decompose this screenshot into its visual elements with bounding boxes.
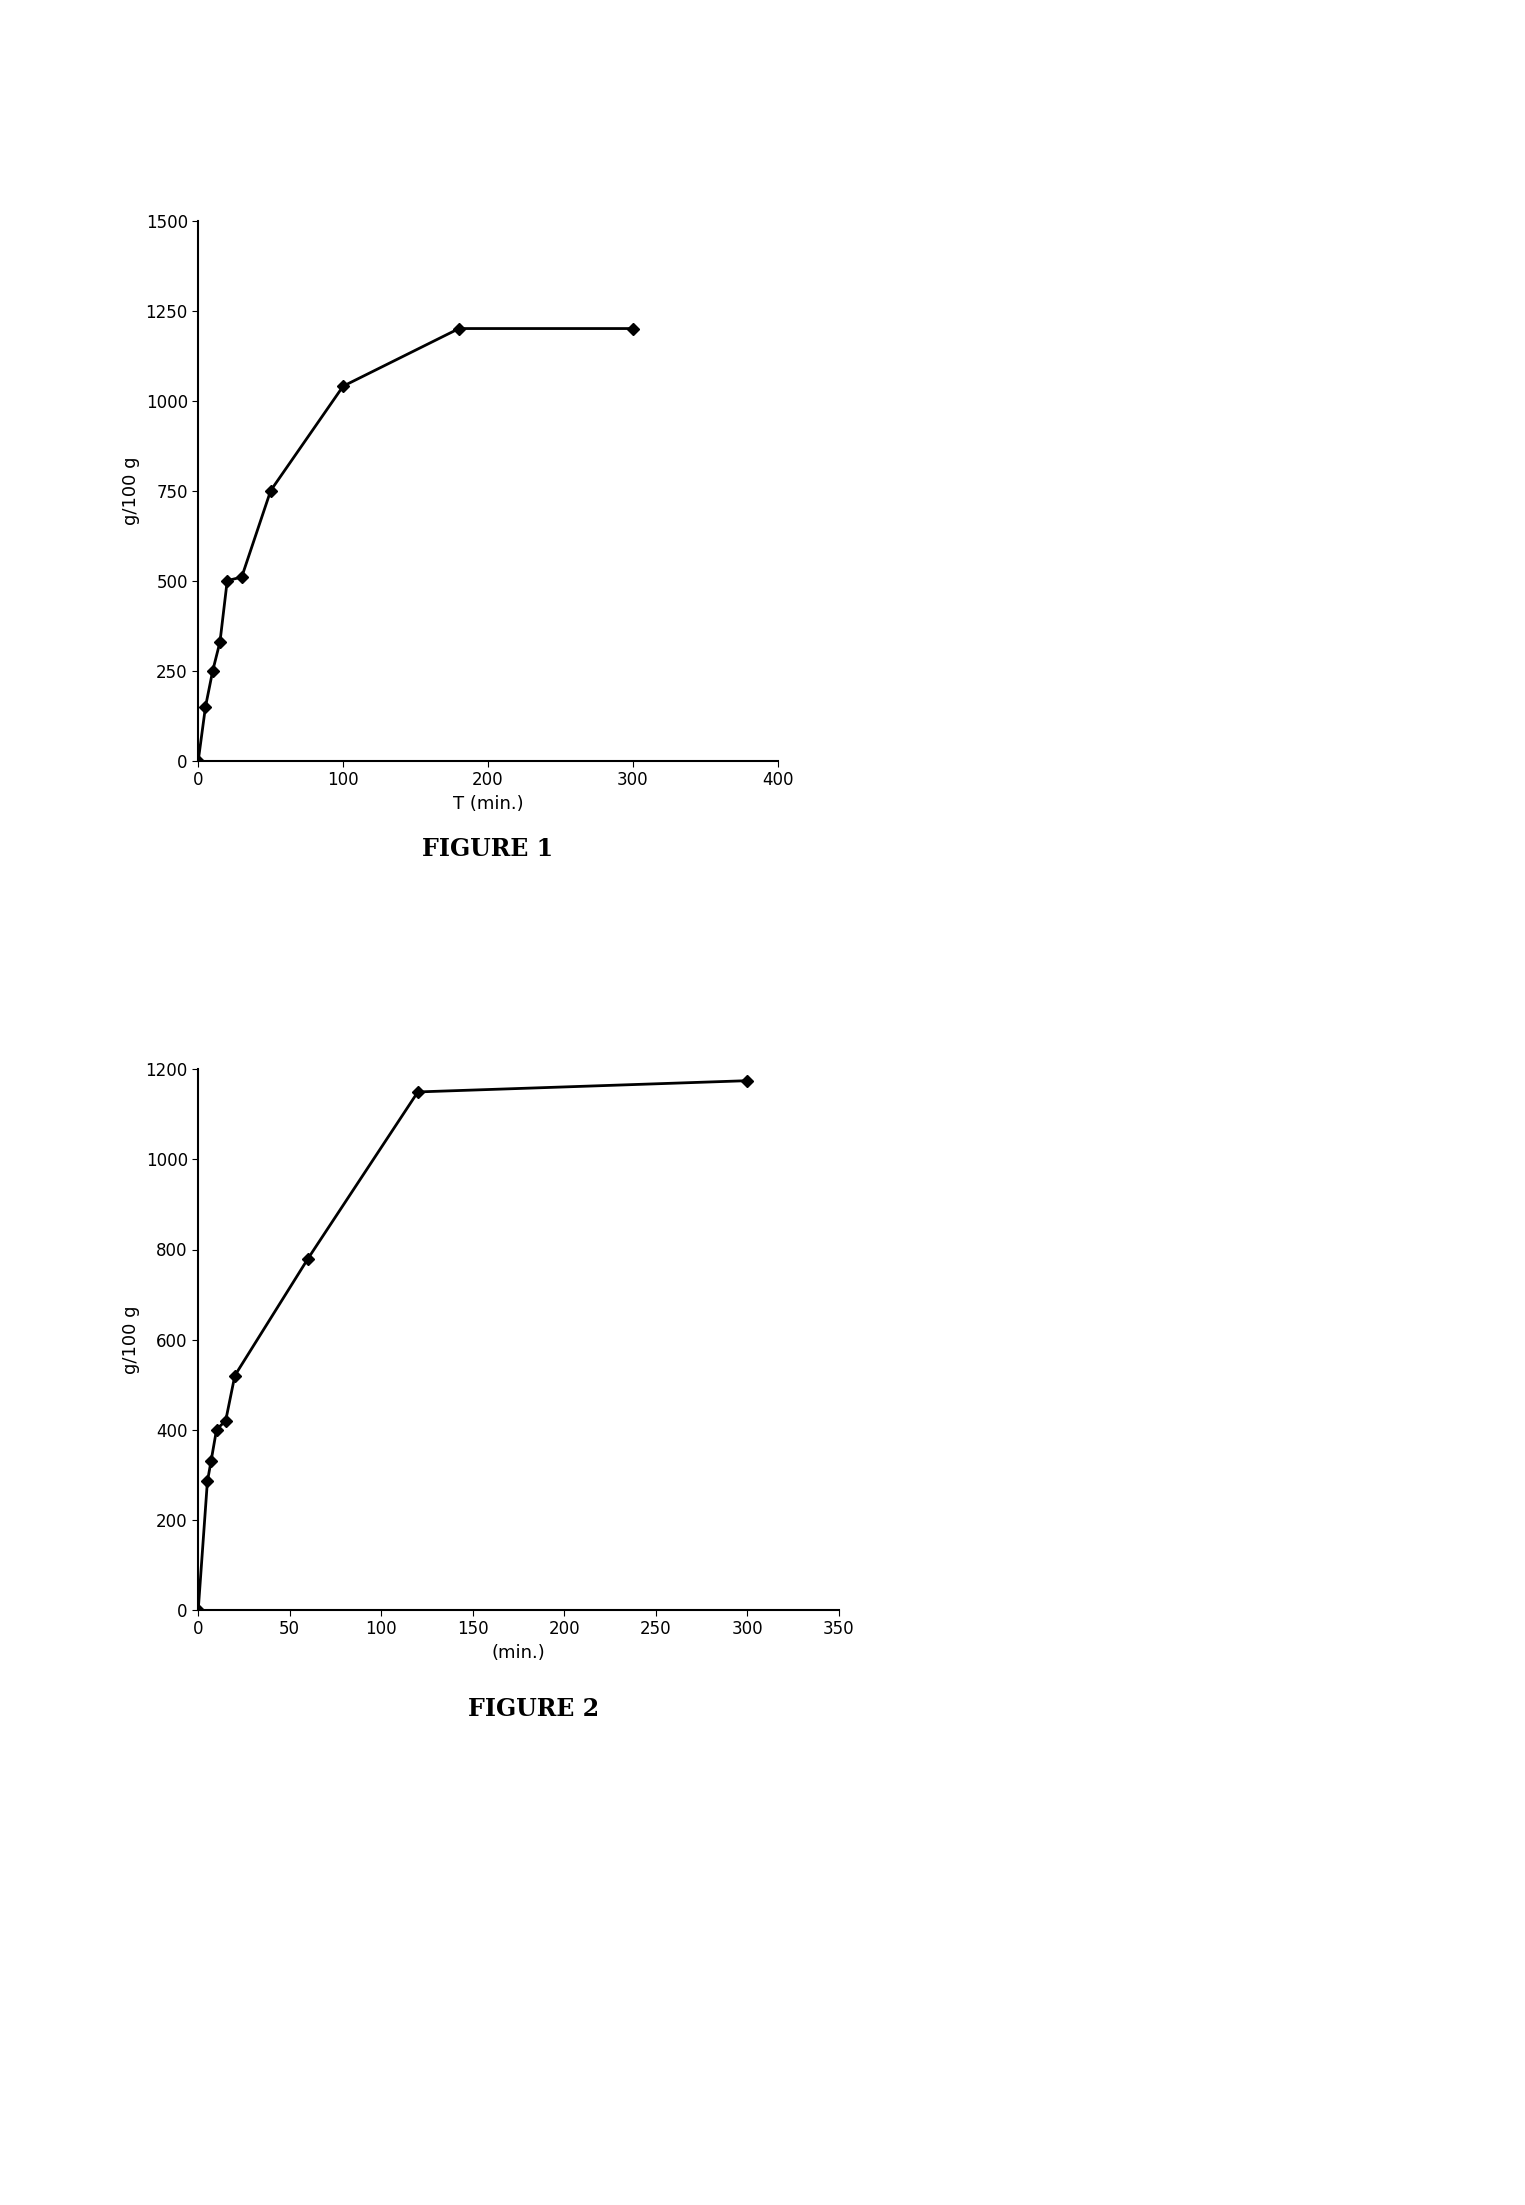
Y-axis label: g/100 g: g/100 g [122, 456, 140, 525]
Text: FIGURE 1: FIGURE 1 [422, 838, 554, 860]
X-axis label: (min.): (min.) [491, 1643, 546, 1663]
X-axis label: T (min.): T (min.) [453, 794, 523, 814]
Y-axis label: g/100 g: g/100 g [122, 1305, 140, 1374]
Text: FIGURE 2: FIGURE 2 [468, 1698, 599, 1720]
